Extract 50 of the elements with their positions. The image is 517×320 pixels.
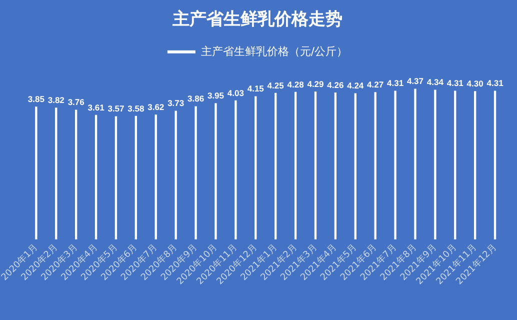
- data-label: 3.58: [128, 103, 144, 114]
- bar: [314, 91, 317, 240]
- bar: [55, 108, 58, 240]
- bar: [114, 116, 118, 240]
- bar: [494, 90, 496, 240]
- bar: [75, 110, 78, 240]
- legend-label: 主产省生鲜乳价格（元/公斤）: [200, 44, 348, 58]
- bar: [334, 92, 337, 240]
- bar: [94, 114, 98, 240]
- bar: [35, 106, 38, 240]
- data-label: 3.95: [207, 90, 224, 101]
- bar: [354, 93, 356, 240]
- bar: [274, 92, 277, 240]
- data-label: 3.85: [28, 94, 45, 104]
- bar: [214, 103, 217, 240]
- data-label: 3.62: [148, 102, 164, 112]
- bar: [294, 92, 297, 240]
- data-label: 3.82: [48, 95, 65, 106]
- data-label: 3.73: [168, 98, 184, 108]
- bar: [154, 114, 157, 240]
- data-label: 4.03: [227, 88, 244, 98]
- chart-title: 主产省生鲜乳价格走势: [172, 10, 342, 30]
- data-label: 4.24: [347, 80, 364, 91]
- data-label: 4.37: [406, 76, 424, 86]
- data-label: 3.57: [108, 104, 125, 114]
- bar: [394, 90, 396, 240]
- data-label: 3.61: [88, 102, 105, 112]
- data-label: 4.31: [387, 78, 404, 88]
- bar: [414, 88, 416, 240]
- bar: [374, 92, 376, 240]
- data-label: 3.86: [188, 94, 204, 104]
- data-label: 4.15: [247, 84, 264, 94]
- data-label: 4.31: [446, 78, 464, 88]
- data-label: 4.25: [267, 80, 284, 90]
- data-label: 4.34: [426, 77, 444, 88]
- data-label: 4.26: [327, 80, 344, 90]
- bar: [234, 100, 237, 240]
- bar: [174, 110, 177, 240]
- bar: [134, 116, 138, 240]
- bar: [474, 91, 476, 240]
- bar: [254, 96, 257, 240]
- data-label: 4.29: [307, 78, 324, 89]
- data-label: 4.28: [287, 79, 304, 90]
- data-label: 4.30: [466, 78, 484, 89]
- bar: [454, 90, 456, 240]
- bar: [434, 90, 436, 240]
- data-label: 4.31: [486, 78, 504, 88]
- data-label: 3.76: [68, 97, 85, 108]
- data-label: 4.27: [367, 80, 384, 90]
- bar: [194, 106, 197, 240]
